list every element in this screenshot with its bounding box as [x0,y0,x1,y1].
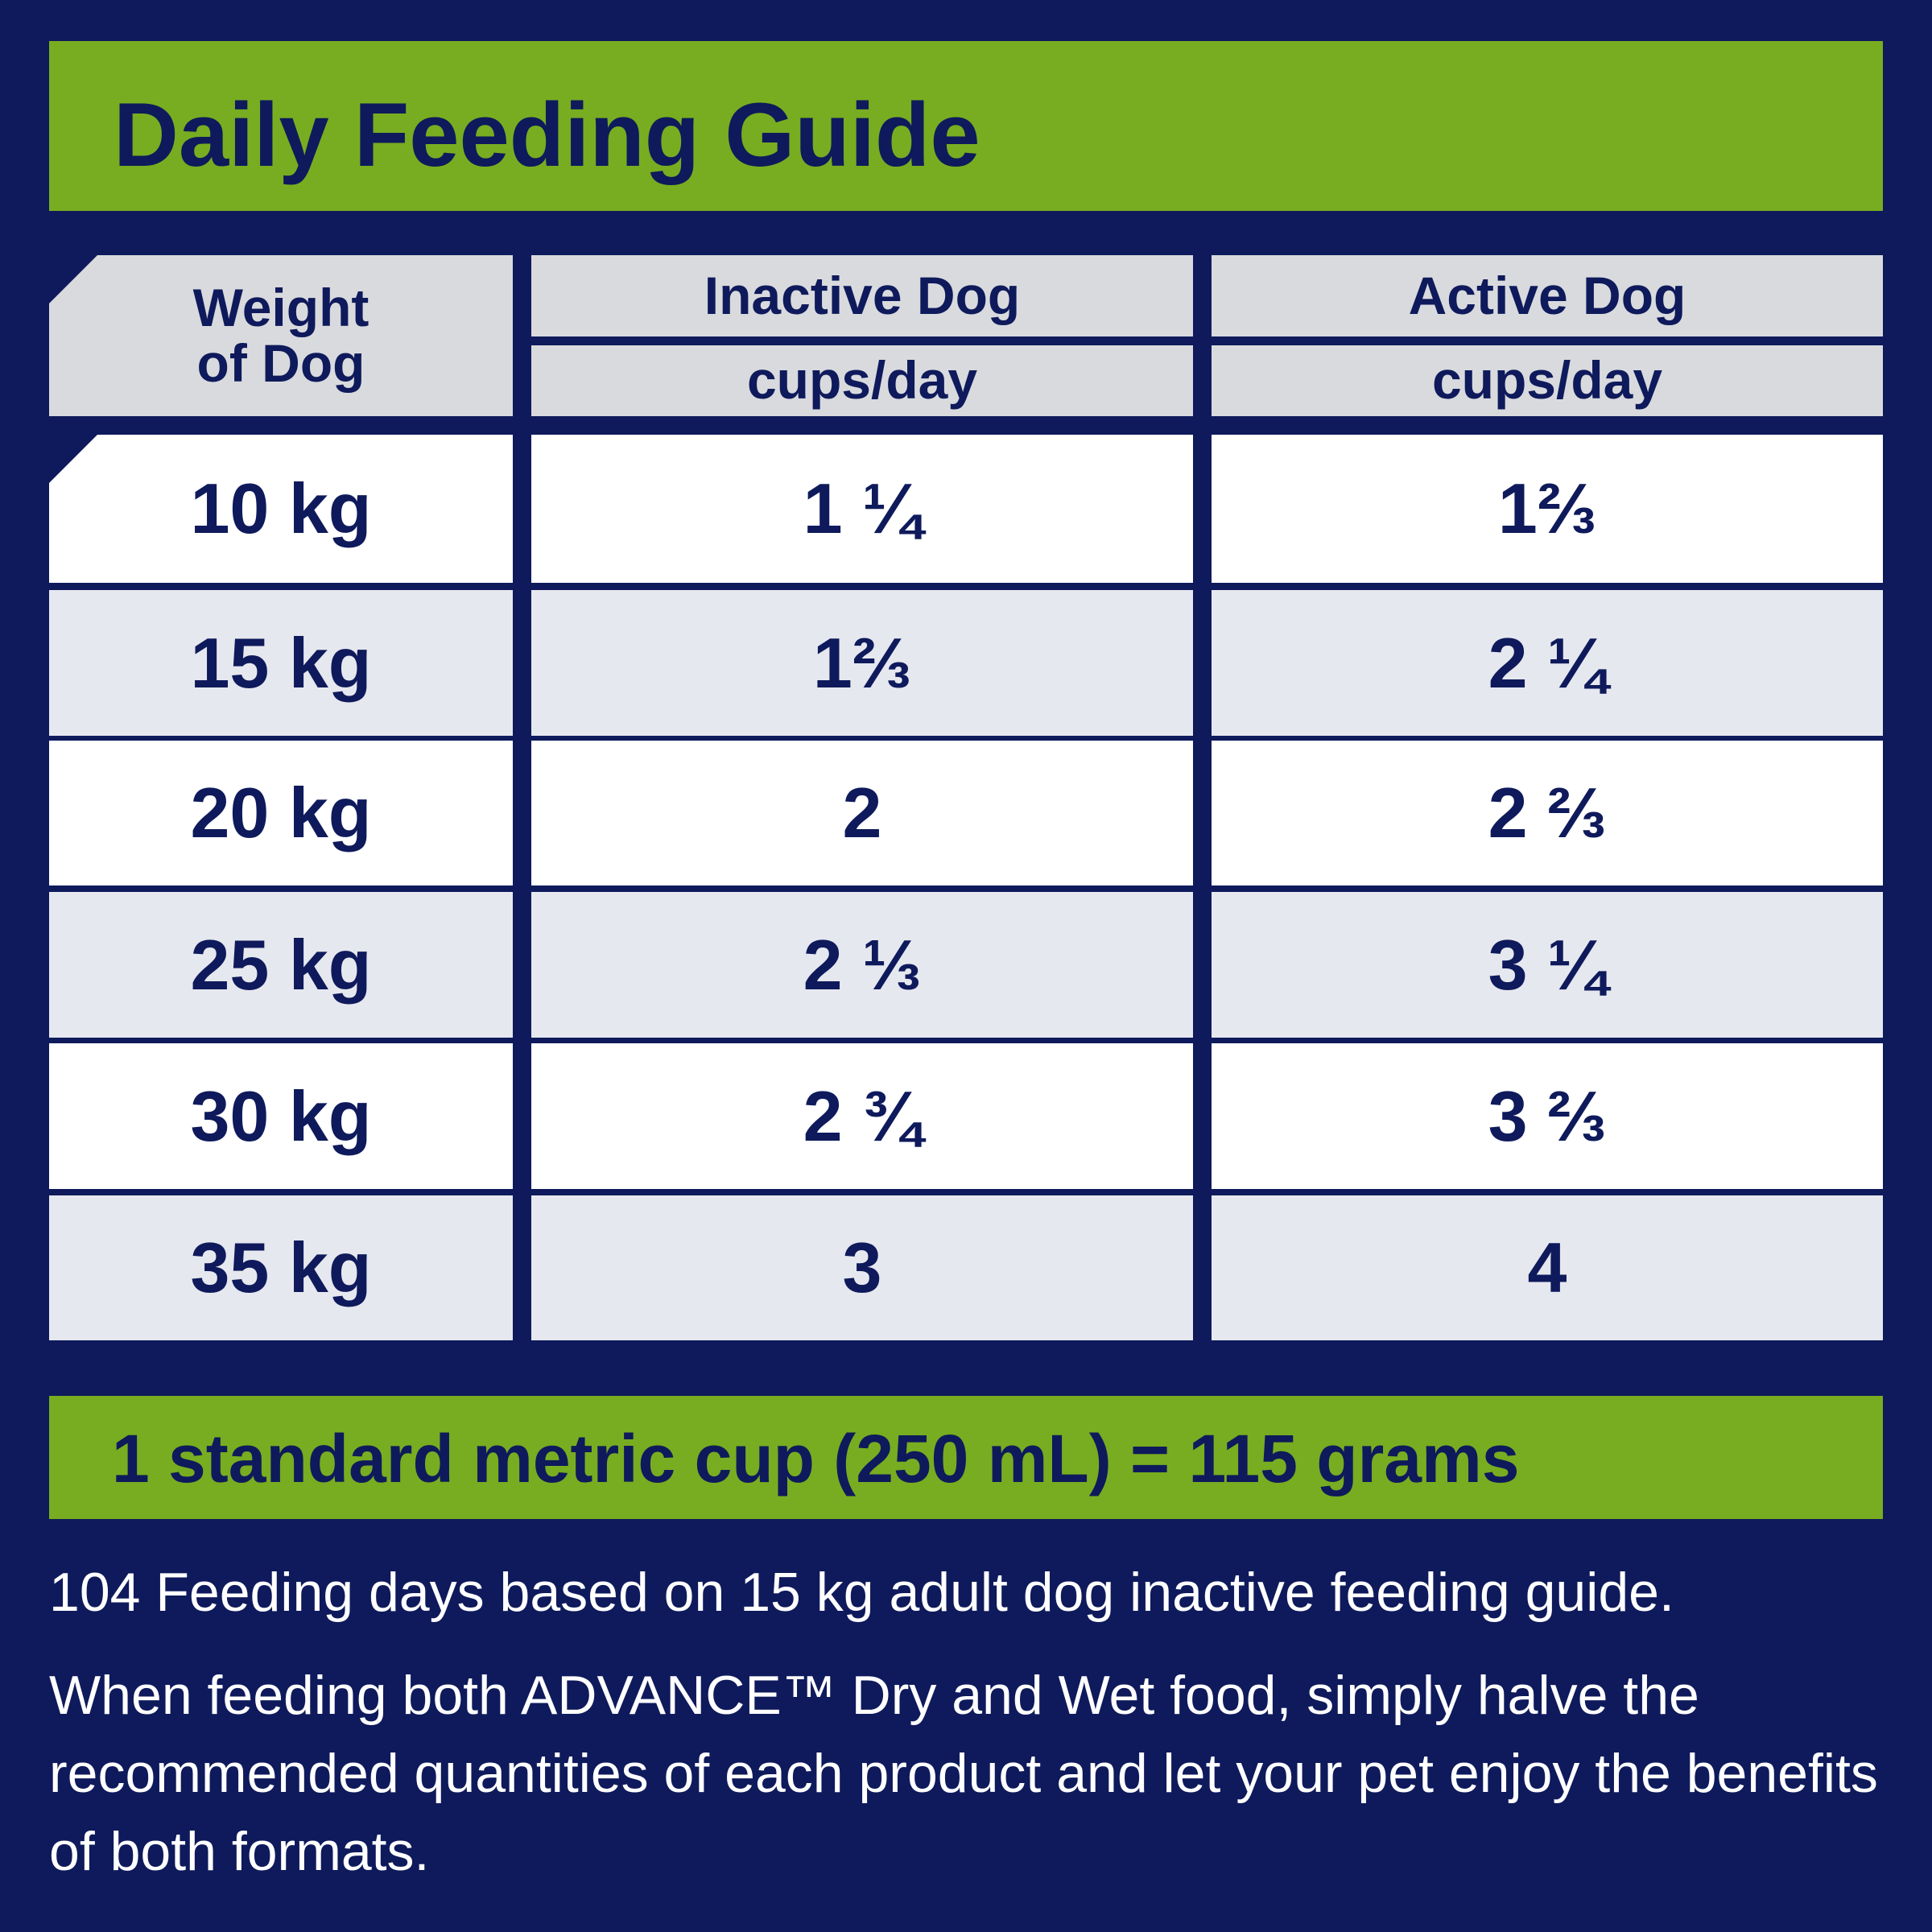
header-unit: cups/day [531,345,1193,416]
title-bar: Daily Feeding Guide [49,41,1883,211]
table-cell: 10 kg [49,435,513,583]
header-cell: Weight of Dog [49,255,513,416]
table-cell: 2 [531,741,1193,886]
table-cell: 2 ⅓ [531,892,1193,1038]
conversion-text: 1 standard metric cup (250 mL) = 115 gra… [112,1421,1520,1496]
table-cell: 30 kg [49,1043,513,1189]
table-cell: 3 ¼ [1212,892,1883,1038]
table-cell: 2 ¼ [1212,590,1883,736]
header-cell: Active Dog [1212,255,1883,336]
table-cell: 20 kg [49,741,513,886]
table-cell: 1⅔ [531,590,1193,736]
table-cell: 35 kg [49,1195,513,1340]
table-cell: 25 kg [49,892,513,1038]
table-cell: 2 ¾ [531,1043,1193,1189]
table-cell: 1⅔ [1212,435,1883,583]
table-cell: 4 [1212,1195,1883,1340]
conversion-bar: 1 standard metric cup (250 mL) = 115 gra… [49,1396,1883,1519]
table-cell: 1 ¼ [531,435,1193,583]
header-cell: Inactive Dog [531,255,1193,336]
table-cell: 3 ⅔ [1212,1043,1883,1189]
note: When feeding both ADVANCE™ Dry and Wet f… [49,1665,1878,1882]
table-cell: 2 ⅔ [1212,741,1883,886]
header-text: Weight of Dog [192,277,369,393]
header-unit: cups/day [1212,345,1883,416]
note: 104 Feeding days based on 15 kg adult do… [49,1562,1674,1623]
title: Daily Feeding Guide [114,85,980,185]
table-cell: 15 kg [49,590,513,736]
table-cell: 3 [531,1195,1193,1340]
